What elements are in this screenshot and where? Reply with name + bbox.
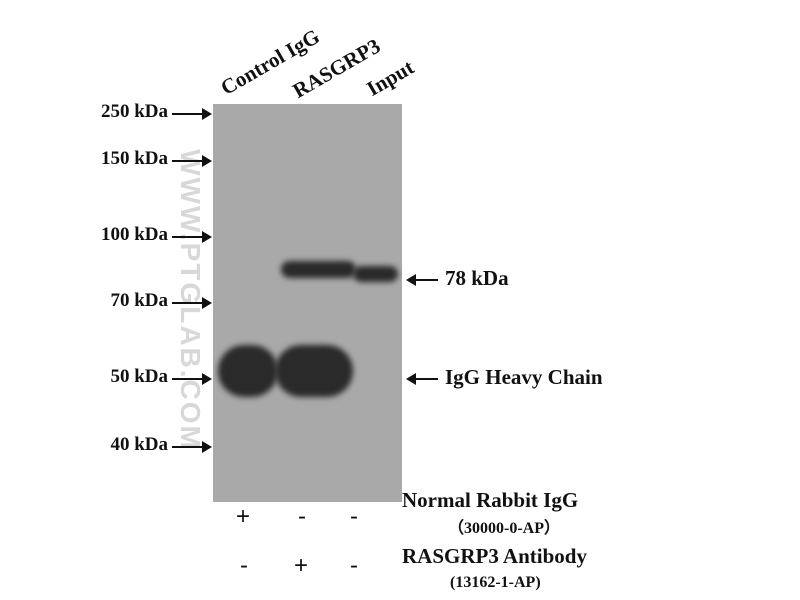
arrow-icon <box>172 297 212 309</box>
band-heavy-chain-control <box>218 345 278 397</box>
marker-250: 250 kDa <box>100 101 168 122</box>
sign: - <box>298 503 306 530</box>
condition-catalog-normal-igg: （30000-0-AP） <box>448 520 560 537</box>
blot-membrane <box>213 104 402 502</box>
watermark: WWW.PTGLAB.COM <box>175 149 206 451</box>
arrow-icon <box>406 373 438 385</box>
annotation-78kda: 78 kDa <box>445 266 509 290</box>
condition-label-rasgrp3-antibody: RASGRP3 Antibody <box>402 544 587 568</box>
sign: - <box>240 552 248 579</box>
condition-catalog-rasgrp3-antibody: (13162-1-AP) <box>450 574 541 591</box>
marker-70: 70 kDa <box>110 290 168 311</box>
sign: - <box>350 552 358 579</box>
arrow-icon <box>172 108 212 120</box>
condition-label-normal-igg: Normal Rabbit IgG <box>402 488 579 512</box>
lane-label-input: Input <box>362 54 418 101</box>
marker-40: 40 kDa <box>110 434 168 455</box>
marker-50: 50 kDa <box>110 366 168 387</box>
arrow-icon <box>172 155 212 167</box>
band-heavy-chain-rasgrp3 <box>275 345 353 397</box>
annotation-heavy-chain: IgG Heavy Chain <box>445 365 603 389</box>
sign: + <box>236 503 251 530</box>
band-78-input <box>353 266 398 282</box>
sign: - <box>350 503 358 530</box>
sign: + <box>294 552 309 579</box>
marker-150: 150 kDa <box>100 148 168 169</box>
arrow-icon <box>172 373 212 385</box>
band-78-rasgrp3 <box>281 261 356 278</box>
marker-100: 100 kDa <box>100 224 168 245</box>
arrow-icon <box>406 274 438 286</box>
arrow-icon <box>172 441 212 453</box>
arrow-icon <box>172 231 212 243</box>
